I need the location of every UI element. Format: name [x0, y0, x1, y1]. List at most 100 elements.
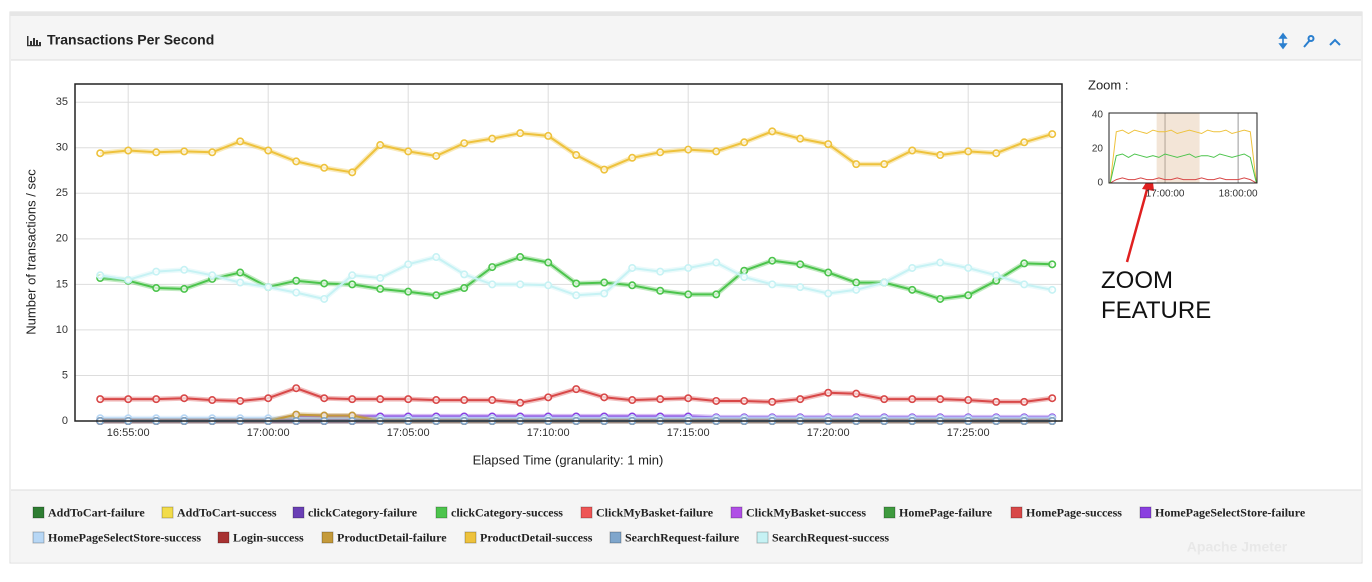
- data-point: [460, 396, 469, 405]
- legend-swatch: [609, 531, 622, 544]
- data-point: [488, 396, 497, 405]
- data-point: [852, 285, 861, 294]
- data-point: [852, 389, 861, 398]
- legend-label: HomePageSelectStore-failure: [1155, 505, 1306, 519]
- legend-label: HomePageSelectStore-success: [48, 530, 201, 544]
- data-point: [908, 395, 917, 404]
- data-point: [628, 263, 637, 272]
- data-point: [236, 137, 245, 146]
- data-point: [1020, 259, 1029, 268]
- data-point: [432, 291, 441, 300]
- y-tick-label: 0: [1097, 178, 1103, 189]
- data-point: [124, 146, 133, 155]
- legend-swatch: [883, 506, 896, 519]
- data-point: [656, 148, 665, 157]
- data-point: [740, 138, 749, 147]
- legend-swatch: [321, 531, 334, 544]
- data-point: [348, 280, 357, 289]
- legend-swatch: [730, 506, 743, 519]
- panel-title: Transactions Per Second: [47, 32, 214, 48]
- data-point: [1020, 280, 1029, 289]
- legend-swatch: [161, 506, 174, 519]
- data-point: [516, 398, 525, 407]
- data-point: [852, 160, 861, 169]
- data-point: [544, 131, 553, 140]
- zoom-selection: [1156, 113, 1200, 183]
- data-point: [96, 149, 105, 158]
- series-line: [1109, 177, 1257, 184]
- data-point: [796, 283, 805, 292]
- x-tick-label: 17:05:00: [387, 427, 430, 439]
- data-point: [292, 276, 301, 285]
- data-point: [544, 393, 553, 402]
- data-point: [544, 281, 553, 290]
- legend-swatch: [1010, 506, 1023, 519]
- data-point: [880, 395, 889, 404]
- legend-label: Login-success: [233, 530, 304, 544]
- annotation-arrow: [1125, 185, 1150, 263]
- y-tick-label: 30: [56, 142, 68, 154]
- data-point: [824, 140, 833, 149]
- legend-swatch: [32, 531, 45, 544]
- data-point: [1048, 130, 1057, 139]
- legend-area: [11, 490, 1361, 562]
- data-point: [656, 395, 665, 404]
- data-point: [684, 145, 693, 154]
- data-point: [96, 395, 105, 404]
- data-point: [236, 268, 245, 277]
- data-point: [180, 284, 189, 293]
- data-point: [768, 397, 777, 406]
- data-point: [908, 263, 917, 272]
- data-point: [292, 410, 301, 419]
- data-point: [264, 394, 273, 403]
- data-point: [936, 151, 945, 160]
- legend-swatch: [435, 506, 448, 519]
- data-point: [1048, 394, 1057, 403]
- data-point: [320, 163, 329, 172]
- data-point: [572, 385, 581, 394]
- data-point: [180, 394, 189, 403]
- data-point: [488, 280, 497, 289]
- data-point: [936, 294, 945, 303]
- x-tick-label: 17:25:00: [947, 427, 990, 439]
- resize-icon[interactable]: [1278, 32, 1288, 50]
- data-point: [992, 271, 1001, 280]
- data-point: [236, 396, 245, 405]
- data-point: [208, 396, 217, 405]
- legend-label: ClickMyBasket-success: [746, 505, 866, 519]
- data-point: [516, 129, 525, 138]
- data-point: [628, 153, 637, 162]
- panel-top-bar: [10, 12, 1362, 16]
- data-point: [600, 165, 609, 174]
- y-tick-label: 20: [56, 233, 68, 245]
- data-point: [432, 253, 441, 262]
- legend-label: HomePage-success: [1026, 505, 1122, 519]
- data-point: [292, 288, 301, 297]
- data-point: [432, 151, 441, 160]
- data-point: [628, 281, 637, 290]
- settings-icon[interactable]: [1303, 35, 1315, 48]
- data-point: [292, 384, 301, 393]
- data-point: [600, 278, 609, 287]
- data-point: [376, 284, 385, 293]
- data-point: [320, 294, 329, 303]
- data-point: [684, 290, 693, 299]
- data-point: [348, 271, 357, 280]
- data-point: [684, 394, 693, 403]
- data-point: [208, 148, 217, 157]
- panel-header: [11, 16, 1361, 60]
- x-tick-label: 17:20:00: [807, 427, 850, 439]
- data-point: [544, 258, 553, 267]
- data-point: [992, 149, 1001, 158]
- data-point: [1048, 260, 1057, 269]
- data-point: [404, 260, 413, 269]
- legend-label: ProductDetail-failure: [337, 530, 447, 544]
- chart-icon: [27, 36, 41, 47]
- legend-swatch: [217, 531, 230, 544]
- collapse-icon[interactable]: [1329, 38, 1341, 46]
- data-point: [348, 168, 357, 177]
- x-tick-label: 18:00:00: [1219, 189, 1258, 200]
- data-point: [488, 263, 497, 272]
- data-point: [796, 260, 805, 269]
